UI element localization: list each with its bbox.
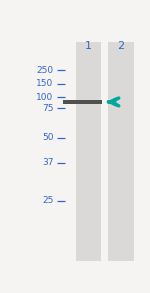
Text: 37: 37 (42, 158, 54, 167)
Text: 2: 2 (117, 41, 125, 51)
Text: 150: 150 (36, 79, 54, 88)
Bar (63, 100, 102, 104)
Bar (108, 42, 134, 261)
Text: 50: 50 (42, 133, 54, 142)
Text: 100: 100 (36, 93, 54, 102)
Text: 75: 75 (42, 104, 54, 113)
Text: 25: 25 (42, 197, 54, 205)
Text: 1: 1 (85, 41, 92, 51)
Bar (76, 42, 101, 261)
Text: 250: 250 (36, 66, 54, 75)
